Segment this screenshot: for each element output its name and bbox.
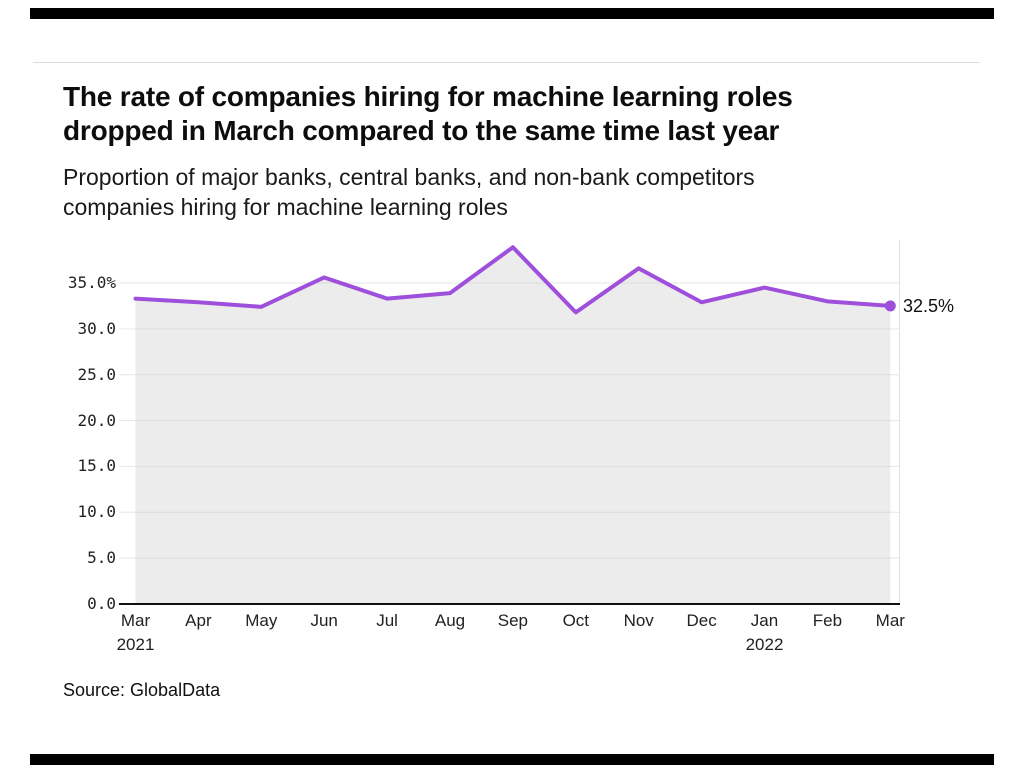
x-axis-year-label: 2022	[745, 635, 784, 654]
x-axis-year-label: 2021	[116, 635, 155, 654]
bottom-keyline-bar	[30, 754, 994, 765]
y-axis-tick-label: 25.0	[77, 364, 116, 384]
y-axis-tick-label: 15.0	[77, 456, 116, 476]
chart-subtitle: Proportion of major banks, central banks…	[63, 162, 903, 222]
series-area-fill	[135, 247, 891, 604]
chart-subtitle-line1: Proportion of major banks, central banks…	[63, 164, 755, 190]
top-keyline-bar	[30, 8, 994, 19]
x-axis-tick-label: Dec	[686, 611, 717, 630]
x-axis-tick-label: Mar	[875, 611, 905, 630]
chart-title-line1: The rate of companies hiring for machine…	[63, 81, 793, 112]
x-axis-tick-label: Oct	[562, 611, 590, 630]
x-axis-tick-label: Jan	[750, 611, 779, 630]
header-divider-line	[33, 62, 980, 63]
y-axis-tick-label: 5.0	[87, 548, 116, 568]
y-axis-tick-label: 10.0	[77, 502, 116, 522]
x-axis-tick-label: Jul	[376, 611, 398, 630]
x-axis-tick-label: May	[245, 611, 278, 630]
x-axis-tick-label: Apr	[185, 611, 212, 630]
source-text: Source: GlobalData	[63, 680, 221, 700]
chart-title: The rate of companies hiring for machine…	[63, 80, 963, 148]
y-axis-tick-label: 0.0	[87, 594, 116, 613]
y-axis-tick-label: 35.0%	[67, 273, 116, 292]
chart-title-line2: dropped in March compared to the same ti…	[63, 115, 780, 146]
end-point-marker	[884, 300, 896, 312]
last-value-label: 32.5%	[903, 296, 955, 316]
x-axis-tick-label: Sep	[497, 611, 529, 630]
y-axis-tick-label: 30.0	[77, 318, 116, 338]
x-axis-tick-label: Mar	[120, 611, 151, 630]
x-axis-tick-label: Aug	[434, 611, 466, 630]
y-axis-tick-label: 20.0	[77, 410, 116, 430]
x-axis-tick-label: Nov	[623, 611, 654, 630]
chart-subtitle-line2: companies hiring for machine learning ro…	[63, 194, 508, 220]
x-axis-tick-label: Feb	[812, 611, 843, 630]
x-axis-tick-label: Jun	[310, 611, 338, 630]
series-line	[133, 245, 893, 315]
